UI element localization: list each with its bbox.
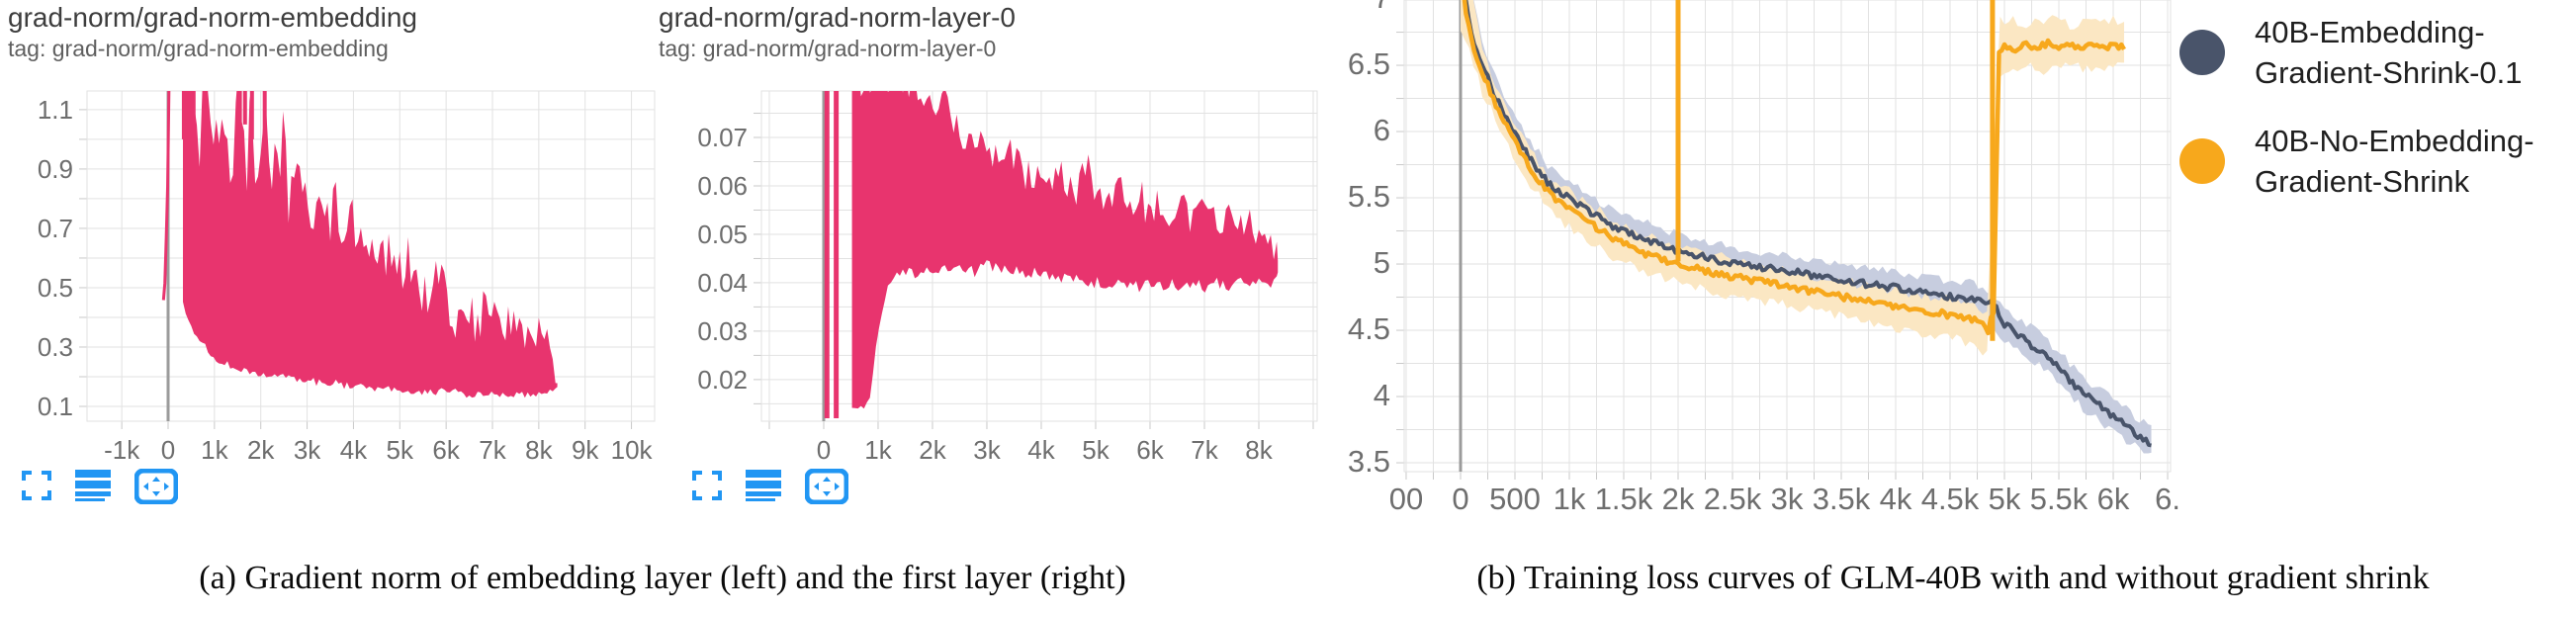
svg-text:2k: 2k bbox=[919, 435, 946, 465]
svg-text:8k: 8k bbox=[1245, 435, 1273, 465]
fit-domain-icon[interactable] bbox=[804, 468, 849, 505]
svg-text:1k: 1k bbox=[1554, 482, 1586, 516]
caption-a: (a) Gradient norm of embedding layer (le… bbox=[199, 560, 1126, 596]
legend-dot-embedding-gradient-shrink bbox=[2179, 30, 2225, 75]
svg-text:3k: 3k bbox=[1771, 482, 1804, 516]
svg-text:6k: 6k bbox=[2097, 482, 2130, 516]
svg-text:0.3: 0.3 bbox=[38, 332, 73, 362]
svg-text:4: 4 bbox=[1374, 378, 1390, 412]
legend-dot-no-embedding-gradient-shrink bbox=[2179, 138, 2225, 184]
svg-text:4.5: 4.5 bbox=[1348, 311, 1390, 346]
legend-label-embedding-gradient-shrink: 40B-Embedding- Gradient-Shrink-0.1 bbox=[2255, 15, 2523, 90]
svg-text:7k: 7k bbox=[479, 435, 506, 465]
svg-text:0.05: 0.05 bbox=[697, 220, 748, 249]
chart-tag-layer-0: tag: grad-norm/grad-norm-layer-0 bbox=[659, 36, 997, 61]
chart-title-layer-0: grad-norm/grad-norm-layer-0 bbox=[659, 2, 1017, 33]
chart-toolbar-embedding bbox=[22, 468, 179, 505]
svg-text:1.5k: 1.5k bbox=[1595, 482, 1653, 516]
svg-text:3k: 3k bbox=[294, 435, 321, 465]
caption-b: (b) Training loss curves of GLM-40B with… bbox=[1476, 560, 2430, 596]
grad-norm-embedding-chart[interactable]: -1k 0 1k 2k 3k 4k 5k 6k 7k 8k 9k 10k 1.1 0.9 0.7 0.5 0.3… bbox=[0, 79, 663, 475]
chart-title-embedding: grad-norm/grad-norm-embedding bbox=[8, 2, 417, 33]
svg-text:0.7: 0.7 bbox=[38, 214, 73, 243]
svg-text:6.: 6. bbox=[2155, 482, 2180, 516]
fullscreen-icon[interactable] bbox=[22, 469, 51, 504]
svg-text:00: 00 bbox=[1389, 482, 1423, 516]
svg-text:0.02: 0.02 bbox=[697, 365, 748, 395]
svg-text:0.04: 0.04 bbox=[697, 268, 748, 298]
fullscreen-icon[interactable] bbox=[692, 469, 722, 504]
svg-text:0.07: 0.07 bbox=[697, 123, 748, 152]
svg-text:10k: 10k bbox=[611, 435, 654, 465]
svg-text:1k: 1k bbox=[201, 435, 228, 465]
data-series-icon[interactable] bbox=[75, 469, 111, 504]
chart-tag-embedding: tag: grad-norm/grad-norm-embedding bbox=[8, 36, 389, 61]
svg-text:0.03: 0.03 bbox=[697, 316, 748, 346]
svg-text:7k: 7k bbox=[1191, 435, 1218, 465]
svg-text:5: 5 bbox=[1374, 245, 1390, 280]
panel-training-loss: 00 0 500 1k 1.5k 2k 2.5k 3k 3.5k 4k 4.5k 5k 5.5k 6k 6.… bbox=[1325, 0, 2576, 542]
svg-text:1k: 1k bbox=[864, 435, 892, 465]
svg-text:3k: 3k bbox=[973, 435, 1001, 465]
svg-text:4.5k: 4.5k bbox=[1921, 482, 1980, 516]
grad-norm-layer-0-chart[interactable]: 0 1k 2k 3k 4k 5k 6k 7k 8k 0.07 0.06 0.05 0.04 0.03 0.0… bbox=[663, 79, 1335, 475]
svg-text:3.5: 3.5 bbox=[1348, 444, 1390, 479]
training-loss-chart[interactable]: 00 0 500 1k 1.5k 2k 2.5k 3k 3.5k 4k 4.5k 5k 5.5k 6k 6.… bbox=[1325, 0, 2576, 539]
svg-text:0: 0 bbox=[161, 435, 175, 465]
svg-text:6k: 6k bbox=[432, 435, 460, 465]
svg-text:6k: 6k bbox=[1136, 435, 1164, 465]
svg-text:4k: 4k bbox=[1880, 482, 1912, 516]
legend-label-no-embedding-gradient-shrink: 40B-No-Embedding- Gradient-Shrink bbox=[2255, 124, 2534, 199]
svg-text:0: 0 bbox=[1452, 482, 1468, 516]
svg-text:4k: 4k bbox=[340, 435, 368, 465]
svg-text:500: 500 bbox=[1489, 482, 1541, 516]
svg-text:1.1: 1.1 bbox=[38, 95, 73, 125]
svg-text:2k: 2k bbox=[247, 435, 275, 465]
svg-text:5.5: 5.5 bbox=[1348, 179, 1390, 214]
fit-domain-icon[interactable] bbox=[133, 468, 179, 505]
svg-text:4k: 4k bbox=[1027, 435, 1055, 465]
svg-text:3.5k: 3.5k bbox=[1813, 482, 1871, 516]
svg-text:5k: 5k bbox=[387, 435, 414, 465]
svg-text:0.5: 0.5 bbox=[38, 273, 73, 303]
svg-text:2k: 2k bbox=[1662, 482, 1695, 516]
svg-text:8k: 8k bbox=[525, 435, 553, 465]
svg-text:7: 7 bbox=[1374, 0, 1390, 15]
svg-text:5k: 5k bbox=[1082, 435, 1110, 465]
svg-text:6.5: 6.5 bbox=[1348, 46, 1390, 81]
svg-text:0.9: 0.9 bbox=[38, 154, 73, 184]
svg-text:-1k: -1k bbox=[104, 435, 140, 465]
chart-toolbar-layer-0 bbox=[692, 468, 849, 505]
svg-text:0: 0 bbox=[817, 435, 831, 465]
svg-text:0.1: 0.1 bbox=[38, 392, 73, 421]
svg-text:0.06: 0.06 bbox=[697, 171, 748, 201]
svg-text:9k: 9k bbox=[572, 435, 599, 465]
svg-text:5.5k: 5.5k bbox=[2030, 482, 2088, 516]
svg-text:2.5k: 2.5k bbox=[1704, 482, 1762, 516]
data-series-icon[interactable] bbox=[746, 469, 781, 504]
svg-text:6: 6 bbox=[1374, 113, 1390, 147]
svg-text:5k: 5k bbox=[1989, 482, 2021, 516]
